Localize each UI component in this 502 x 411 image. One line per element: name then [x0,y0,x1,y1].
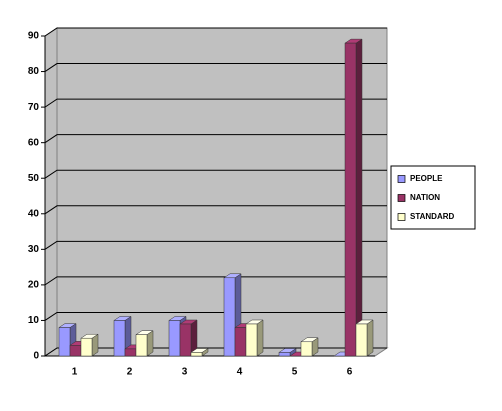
bar-front [278,352,291,357]
bar-front [179,323,192,357]
bar-front [234,327,247,357]
bar-front [135,334,148,357]
grid-line [44,27,387,37]
y-tick-label: 40 [28,208,40,219]
legend-swatch [397,194,406,202]
legend-label: PEOPLE [410,174,443,183]
grid-line [44,205,387,215]
bar-front [69,345,82,357]
bar-front [245,323,258,357]
x-tick-label: 6 [347,367,353,378]
bar-side [355,38,363,357]
bar [300,337,319,357]
bar-front [168,320,181,357]
bar-front [80,337,93,357]
y-tick-label: 80 [28,66,40,77]
bar-side [256,319,264,357]
bar-side [146,330,154,357]
bar [344,38,363,357]
y-tick-label: 90 [28,31,40,42]
legend-swatch [397,175,406,183]
y-tick-label: 50 [28,173,40,184]
grid-line [44,347,387,357]
x-tick-label: 4 [237,367,243,378]
bar-front [344,42,357,357]
bar-front [190,352,203,357]
grid-line [44,63,387,72]
y-tick-label: 60 [28,137,40,148]
bar-front [300,341,313,357]
grid-line [44,240,387,250]
bar [245,319,264,357]
legend-label: NATION [410,193,440,202]
y-tick-label: 0 [33,351,39,362]
grid-line [44,311,387,321]
bar [190,347,209,357]
bar-side [366,319,374,357]
x-tick-label: 3 [182,367,188,378]
side-wall [44,27,58,357]
grid-line [44,98,387,108]
legend-swatch [397,213,406,221]
bar [135,330,154,357]
back-wall [56,27,388,349]
bar [179,319,198,357]
legend: PEOPLE NATION STANDARD [390,165,476,230]
legend-label: STANDARD [410,212,455,221]
bar-front [355,323,368,357]
grid-line [44,276,387,286]
x-tick-label: 2 [127,367,133,378]
y-tick-label: 10 [28,315,40,326]
bar-front [113,320,126,357]
grid-line [44,169,387,179]
bar [355,319,374,357]
bar-front [58,327,71,357]
bar [278,347,297,357]
y-tick-label: 20 [28,280,40,291]
grid-line [44,134,387,144]
x-tick-label: 5 [292,367,298,378]
bar-front [223,277,236,357]
bar-front [124,348,137,357]
x-tick-label: 1 [72,367,78,378]
y-tick-label: 70 [28,102,40,113]
bar [80,333,99,357]
y-tick-label: 30 [28,244,40,255]
